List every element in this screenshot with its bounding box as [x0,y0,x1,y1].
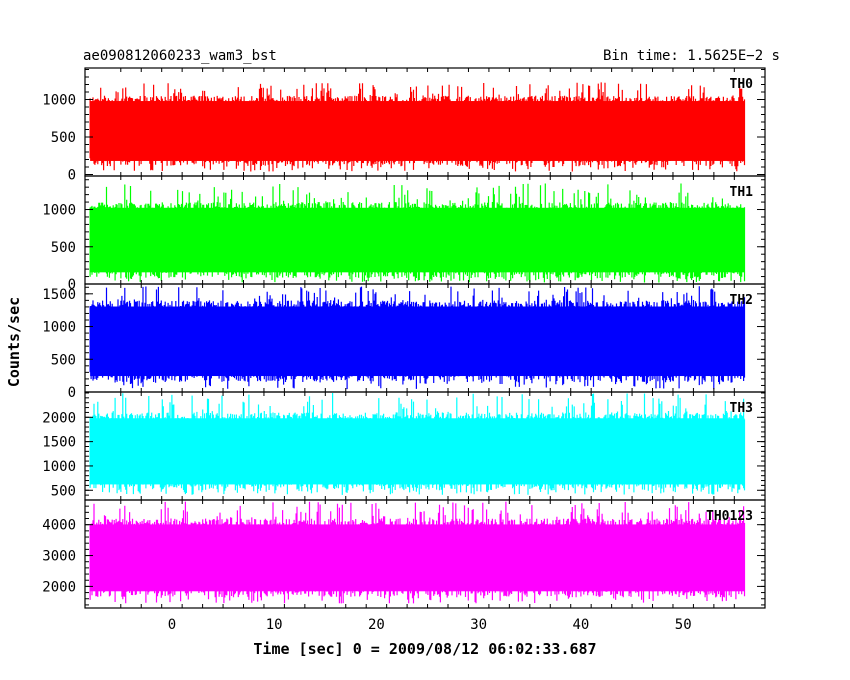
y-tick-label: 500 [51,483,76,499]
panel-label: TH2 [730,293,753,308]
series-trace-th0 [89,82,746,172]
y-tick-label: 1500 [42,287,76,303]
y-tick-label: 500 [51,130,76,146]
panel-frame [84,499,766,609]
panel-th0: 0 500 1000 TH0 [42,67,766,184]
y-tick-label: 3000 [42,549,76,565]
y-tick-label: 0 [68,168,76,184]
y-tick-label: 0 [68,385,76,401]
y-tick-label: 1000 [42,459,76,475]
y-tick-label: 2000 [42,410,76,426]
panel-th1: 0 500 1000 TH1 [42,175,766,293]
series-trace-th1 [89,183,746,283]
x-axis-label: Time [sec] 0 = 2009/08/12 06:02:33.687 [253,640,596,658]
y-tick-label: 1000 [42,203,76,219]
y-tick-label: 500 [51,240,76,256]
panel-th3: 500 1000 1500 2000 TH3 [42,391,766,501]
chart-subtitle: Bin time: 1.5625E−2 s [603,48,780,64]
series-trace-th3 [89,393,746,495]
y-axis-label: Counts/sec [5,297,23,387]
series-trace-th0123 [89,501,746,604]
panel-label: TH1 [730,185,754,200]
y-tick-label: 4000 [42,518,76,534]
y-tick-label: 2000 [42,579,76,595]
y-tick-label: 1000 [42,93,76,109]
y-tick-label: 0 [68,277,76,293]
x-tick-label: 0 [168,617,176,633]
panel-label: TH0 [730,77,754,92]
y-tick-label: 1500 [42,435,76,451]
series-trace-th2 [89,286,746,390]
y-tick-label: 1000 [42,320,76,336]
panel-label: TH3 [730,401,753,416]
x-tick-label: 40 [573,617,590,633]
panel-th0123: 2000 3000 4000 TH0123 [42,499,766,609]
x-tick-label: 50 [675,617,692,633]
panel-label: TH0123 [706,509,753,524]
chart-title: ae090812060233_wam3_bst [83,48,277,64]
x-tick-label: 30 [470,617,487,633]
panel-th2: 0 500 1000 1500 TH2 [42,283,766,401]
x-tick-label: 20 [368,617,385,633]
x-tick-label: 10 [266,617,283,633]
y-tick-label: 500 [51,352,76,368]
